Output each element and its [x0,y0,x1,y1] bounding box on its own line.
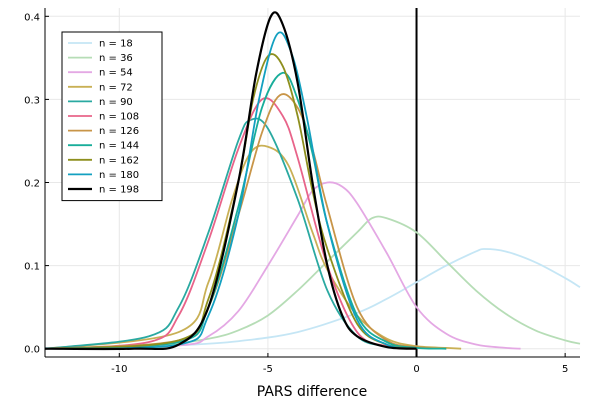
legend-label: n = 18 [99,39,133,50]
x-tick-label: 5 [562,364,568,375]
x-axis-label: PARS difference [257,384,367,400]
series-line-108 [44,97,417,350]
legend-label: n = 36 [99,53,133,64]
legend-label: n = 198 [99,185,139,196]
series-line-180 [44,31,417,350]
y-tick-label: 0.0 [24,345,40,356]
legend-label: n = 180 [99,170,139,181]
series-line-72 [44,144,462,350]
series-line-198 [44,11,417,351]
y-tick-label: 0.4 [24,12,40,23]
legend-label: n = 54 [99,68,133,79]
legend: n = 18 n = 36 n = 54 n = 72 n = 90 n = 108 n =… [61,31,163,202]
series-line-54 [44,181,521,350]
series-line-36 [44,215,581,350]
y-tick-label: 0.1 [24,262,40,273]
legend-label: n = 126 [99,126,139,137]
legend-label: n = 108 [99,112,139,123]
x-tick-label: -5 [263,364,273,375]
legend-label: n = 162 [99,155,139,166]
y-tick-label: 0.2 [24,179,40,190]
x-tick-label: -10 [111,364,127,375]
y-tick-label: 0.3 [24,95,40,106]
legend-label: n = 144 [99,141,139,152]
x-tick-label: 0 [413,364,419,375]
series-line-162 [44,53,417,350]
legend-label: n = 72 [99,82,133,93]
legend-label: n = 90 [99,97,133,108]
tick-labels: -10 -5 0 5 0.0 0.1 0.2 0.3 0.4 [24,12,568,375]
series-layer [44,11,581,351]
